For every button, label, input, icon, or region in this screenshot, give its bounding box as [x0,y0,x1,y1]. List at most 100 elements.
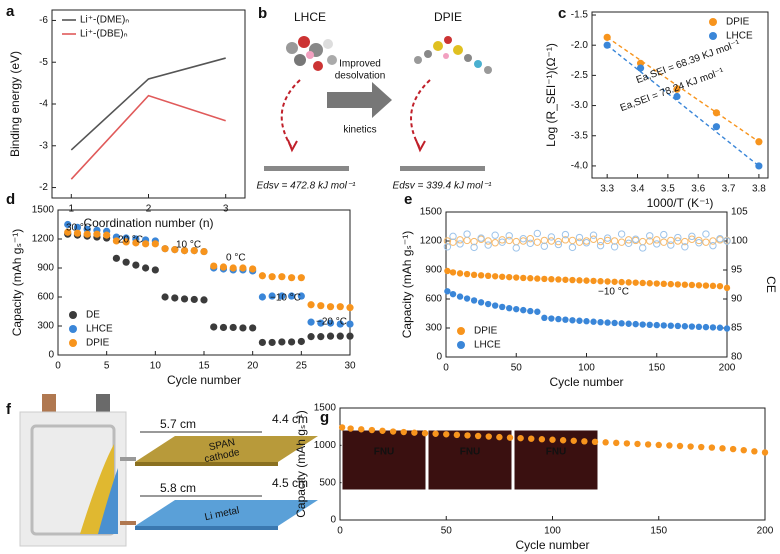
point [520,306,527,314]
point [533,238,542,246]
y-tick-label: 600 [37,292,54,303]
y2-tick-label: 85 [731,323,743,334]
point [653,321,660,329]
point [219,263,228,271]
legend-swatch [69,325,77,333]
point [625,279,632,286]
point [210,262,218,270]
annotation: 30 °C [66,223,91,234]
point [421,430,429,437]
point [591,438,599,446]
point [491,231,499,239]
point [456,270,464,277]
point [719,445,726,452]
panel-label: c [558,5,566,22]
dimension: 5.8 cm [160,481,196,495]
point [326,332,335,340]
point [549,436,556,443]
legend-label: Li⁺-(DBE)ₙ [80,29,128,40]
point [611,319,618,327]
point [695,282,703,289]
point [239,324,247,332]
point [513,274,520,281]
level-bar [264,166,349,171]
point [688,235,696,243]
panel-label: f [6,401,12,418]
y-tick-label: -2 [39,182,48,193]
y-tick-label: 300 [425,323,442,334]
point [590,318,597,325]
panel-label: g [320,409,329,426]
y-tick-label: 0 [48,350,54,361]
point [602,439,609,446]
point [603,234,612,242]
point [219,323,228,332]
anode-layer [98,468,118,534]
x-tick-label: 1 [69,204,75,215]
point [716,234,724,243]
point [636,64,645,72]
tab [42,394,56,414]
x-tick-label: 25 [296,361,308,372]
point [249,265,257,273]
point [505,232,513,240]
point [132,261,140,269]
point [161,245,169,253]
point [307,301,315,309]
anode-tab [120,521,136,525]
x-tick-label: 15 [198,361,210,372]
point [617,230,626,238]
point [583,277,590,284]
panel-label: a [6,3,15,20]
point [646,280,653,287]
point [575,238,584,246]
point [660,322,667,329]
point [506,434,514,441]
point [596,237,605,246]
dimension: 4.4 cm [272,412,308,426]
point [624,239,633,248]
point [561,236,570,244]
point [625,320,632,327]
point [346,320,354,328]
point [568,243,577,252]
cathode-label: SPAN [208,437,236,453]
point [512,244,520,252]
point [576,277,583,284]
point [326,319,335,327]
point [667,280,674,288]
point [729,445,737,453]
point [603,33,611,41]
point [709,237,717,245]
point [623,440,631,447]
point [751,448,758,455]
x-tick-label: 0 [55,361,61,372]
point [526,239,534,248]
point [528,435,535,442]
y-tick-label: -3.0 [571,100,589,111]
point [347,425,354,432]
point [554,240,563,249]
y-tick-label: -2.0 [571,40,589,51]
x-tick-label: 20 [247,361,259,372]
plot-frame [591,11,769,179]
point [575,233,584,242]
point [570,437,577,444]
point [555,276,562,283]
annotation: 0 °C [226,253,246,264]
y-tick-label: -3 [39,140,48,151]
point [200,247,208,256]
point [400,428,407,436]
point [200,296,208,304]
point [456,236,464,244]
point [681,323,689,330]
point [338,424,346,431]
point [491,273,499,280]
point [639,321,646,328]
point [258,293,266,301]
point [561,230,570,239]
point [142,264,150,272]
panel-label: e [404,191,412,208]
panel-label: d [6,191,15,208]
point [712,109,721,117]
